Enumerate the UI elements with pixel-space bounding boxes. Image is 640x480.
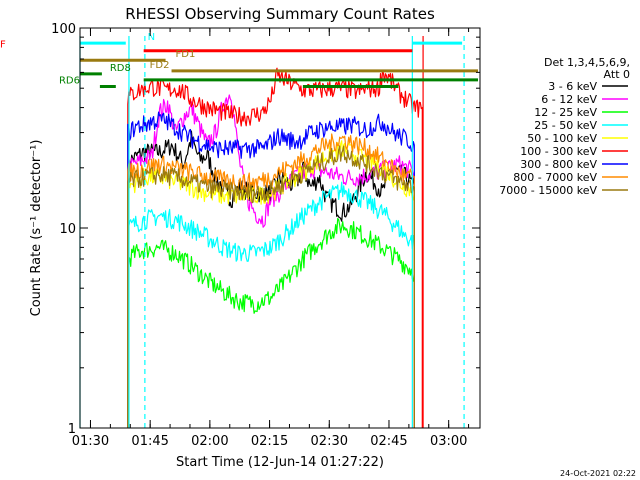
legend-label-800-7000-kev: 800 - 7000 keV <box>513 171 597 184</box>
y-tick-label: 1 <box>68 422 76 437</box>
legend-label-50-100-kev: 50 - 100 keV <box>527 132 597 145</box>
legend-label-12-25-kev: 12 - 25 keV <box>534 106 597 119</box>
series-line-7000-15000-kev <box>127 145 415 428</box>
legend-header-line-2: Att 0 <box>604 68 630 81</box>
series-line-100-300-kev <box>127 67 423 428</box>
chart-title: RHESSI Observing Summary Count Rates <box>125 5 435 23</box>
series-line-6-12-kev <box>127 94 415 428</box>
y-axis-label: Count Rate (s⁻¹ detector⁻¹) <box>29 140 44 317</box>
flag-label-rd6: RD6 <box>59 75 80 86</box>
x-axis-label: Start Time (12-Jun-14 01:27:22) <box>176 455 384 470</box>
legend-label-7000-15000-kev: 7000 - 15000 keV <box>499 184 597 197</box>
x-tick-label: 03:00 <box>430 434 467 449</box>
axis-layer: 01:30 01:45 02:00 02:15 02:30 02:45 03:00 1 10 10… <box>51 22 480 449</box>
series-line-300-800-kev <box>127 111 415 428</box>
legend-header-line-1: Det 1,3,4,5,6,9, <box>544 56 630 69</box>
y-tick-label: 10 <box>59 222 76 237</box>
flag-label-fd2: FD2 <box>150 60 170 71</box>
x-tick-label: 01:30 <box>72 434 109 449</box>
legend-label-25-50-kev: 25 - 50 keV <box>534 119 597 132</box>
legend-label-100-300-kev: 100 - 300 keV <box>520 145 597 158</box>
series-line-25-50-kev <box>127 181 415 428</box>
flag-layer: N F FD1 FD2 RD8 RD6 <box>0 32 479 88</box>
legend-label-3-6-kev: 3 - 6 keV <box>548 80 597 93</box>
flag-label-fd1: FD1 <box>176 49 196 60</box>
series-line-12-25-kev <box>127 217 415 428</box>
flag-label-f: F <box>0 40 6 51</box>
x-tick-label: 01:45 <box>131 434 168 449</box>
series-layer <box>127 67 423 428</box>
legend-label-6-12-kev: 6 - 12 keV <box>541 93 597 106</box>
flag-label-rd8: RD8 <box>110 63 131 74</box>
legend-label-300-800-kev: 300 - 800 keV <box>520 158 597 171</box>
x-tick-label: 02:45 <box>370 434 407 449</box>
x-tick-label: 02:15 <box>251 434 288 449</box>
flag-label-n: N <box>148 32 155 43</box>
y-tick-label: 100 <box>51 22 76 37</box>
date-stamp: 24-Oct-2021 02:22 <box>560 469 636 478</box>
x-tick-label: 02:00 <box>191 434 228 449</box>
x-tick-label: 02:30 <box>311 434 348 449</box>
